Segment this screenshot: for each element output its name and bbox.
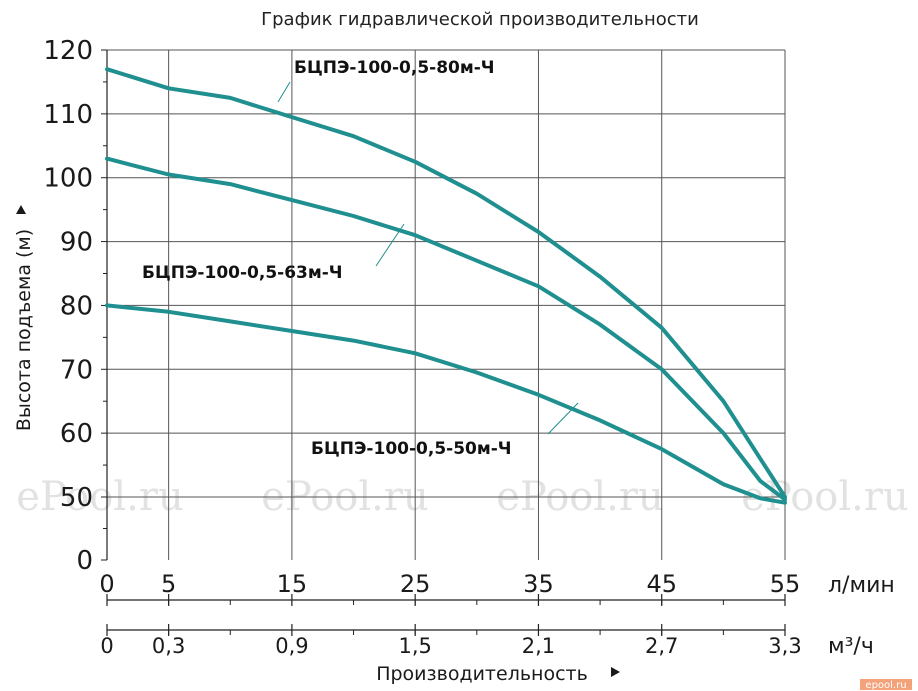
x-tick-label: 55: [770, 570, 801, 598]
y-axis-title: Высота подъема (м): [13, 229, 35, 431]
grid: [101, 49, 786, 561]
x-tick-label: 25: [400, 570, 431, 598]
x2-tick-label: 0,3: [152, 634, 185, 658]
x-tick-label: 0: [99, 570, 114, 598]
x2-tick-label: 1,5: [398, 634, 431, 658]
series-line-1: [105, 156, 787, 502]
series-labels: БЦПЭ-100-0,5-80м-Ч БЦПЭ-100-0,5-63м-Ч БЦПЭ…: [142, 58, 579, 459]
x-tick-label: 35: [523, 570, 554, 598]
brand-badge: epool.ru: [860, 679, 912, 691]
series-line-0: [105, 67, 787, 499]
x-tick-label: 5: [161, 570, 176, 598]
brand-badge-text: epool.ru: [865, 680, 906, 691]
y-tick-label: 0: [76, 546, 93, 576]
series-lines: [105, 67, 787, 505]
y-tick-label: 70: [60, 355, 93, 385]
x-tick-label: 45: [646, 570, 677, 598]
x-axis-unit-lpm: л/мин: [828, 573, 895, 598]
x-tick-label: 15: [277, 570, 308, 598]
y-tick-label: 100: [43, 164, 93, 194]
series-label: БЦПЭ-100-0,5-50м-Ч: [311, 439, 512, 459]
series-label: БЦПЭ-100-0,5-63м-Ч: [142, 263, 343, 283]
series-label: БЦПЭ-100-0,5-80м-Ч: [294, 58, 495, 78]
y-tick-label: 90: [60, 228, 93, 258]
x2-tick-label: 3,3: [768, 634, 801, 658]
x-axes: 0 5 15 25 35 45 55 0 0,3 0,9 1,5 2,1 2,7 3,3 л/мин м³/ч: [99, 570, 894, 659]
y-tick-label: 120: [43, 36, 93, 66]
series-leader-line: [547, 402, 579, 435]
series-leader-line: [277, 81, 291, 103]
series-leader-line: [375, 223, 405, 267]
series-line-2: [105, 303, 787, 505]
x2-tick-label: 2,1: [522, 634, 555, 658]
y-axis-arrow-icon: [16, 205, 26, 214]
y-tick-label: 80: [60, 291, 93, 321]
chart-title: График гидравлической производительности: [261, 9, 699, 30]
x-axis-arrow-icon: [611, 667, 620, 677]
y-axis-label: Высота подъема (м): [13, 205, 35, 431]
x-axis-unit-m3h: м³/ч: [828, 634, 874, 659]
y-tick-label: 110: [43, 100, 93, 130]
x2-tick-label: 0,9: [275, 634, 308, 658]
x-axis-label: Производительность: [376, 663, 620, 685]
y-tick-label: 50: [60, 483, 93, 513]
x2-tick-label: 0: [100, 634, 113, 658]
x-axis-title: Производительность: [376, 663, 588, 685]
y-tick-label: 60: [60, 419, 93, 449]
y-tick-labels: 0 50 60 70 80 90 100 110 120: [43, 36, 93, 576]
x2-tick-label: 2,7: [645, 634, 678, 658]
